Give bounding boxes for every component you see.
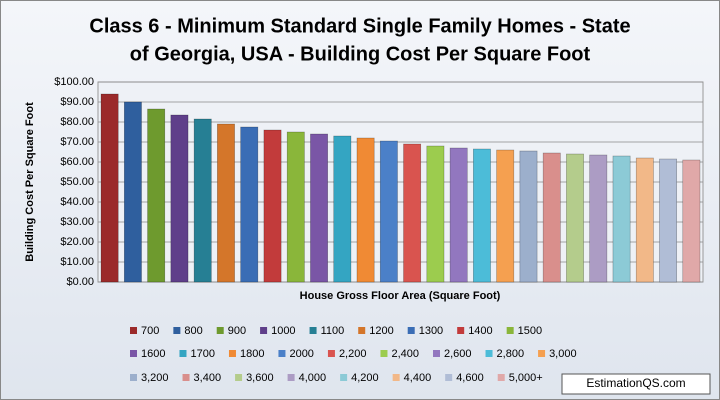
bar <box>240 126 259 283</box>
legend-label: 4,200 <box>351 372 379 384</box>
bar <box>100 93 119 283</box>
bar <box>193 118 212 283</box>
legend-label: 1300 <box>419 325 443 337</box>
legend-label: 1400 <box>468 325 492 337</box>
bar <box>519 150 538 283</box>
bar <box>496 149 515 283</box>
legend-label: 2,600 <box>444 348 472 360</box>
bar <box>473 148 491 283</box>
legend-label: 2,800 <box>497 348 525 360</box>
bar <box>449 147 468 283</box>
legend-label: 1000 <box>271 325 295 337</box>
legend-swatch <box>506 327 514 334</box>
legend-label: 700 <box>141 325 159 337</box>
legend-swatch <box>182 374 190 381</box>
y-tick-label: $70.00 <box>60 136 94 148</box>
bar <box>356 137 375 283</box>
bar <box>566 153 584 283</box>
legend-label: 4,000 <box>299 372 327 384</box>
legend-label: 3,200 <box>141 372 169 384</box>
bar <box>217 123 235 283</box>
legend-label: 1800 <box>240 348 264 360</box>
legend-label: 1600 <box>141 348 165 360</box>
legend-swatch <box>380 350 388 357</box>
chart-title: Class 6 - Minimum Standard Single Family… <box>89 15 630 37</box>
chart-title: of Georgia, USA - Building Cost Per Squa… <box>130 43 591 65</box>
bar <box>286 131 305 283</box>
bar <box>612 155 631 283</box>
legend-swatch <box>130 350 137 357</box>
legend-swatch <box>216 327 224 334</box>
watermark: EstimationQS.com <box>586 376 685 390</box>
bar <box>659 158 678 283</box>
legend-swatch <box>130 374 137 381</box>
y-tick-label: $40.00 <box>60 196 94 208</box>
legend-label: 2,400 <box>391 348 419 360</box>
legend-swatch <box>179 350 187 357</box>
legend-label: 3,400 <box>194 372 222 384</box>
bar <box>263 129 282 283</box>
bar <box>542 152 561 283</box>
bar <box>589 154 608 283</box>
legend-swatch <box>433 350 440 357</box>
legend-label: 1100 <box>321 325 345 337</box>
y-tick-label: $10.00 <box>60 256 94 268</box>
legend-label: 3,600 <box>246 372 274 384</box>
legend-label: 3,000 <box>549 348 577 360</box>
bar <box>123 101 142 283</box>
legend-swatch <box>173 327 181 334</box>
bar <box>310 133 328 283</box>
legend-swatch <box>445 374 453 381</box>
legend-label: 2,200 <box>339 348 367 360</box>
legend-swatch <box>235 374 243 381</box>
bar <box>147 108 166 283</box>
bar <box>426 145 445 283</box>
legend-swatch <box>538 350 546 357</box>
y-tick-label: $30.00 <box>60 216 94 228</box>
legend-swatch <box>407 327 415 334</box>
legend-label: 4,400 <box>404 372 432 384</box>
legend-swatch <box>260 327 268 334</box>
legend-swatch <box>278 350 286 357</box>
legend-swatch <box>497 374 505 381</box>
legend-swatch <box>309 327 317 334</box>
legend-swatch <box>340 374 348 381</box>
legend-label: 4,600 <box>456 372 484 384</box>
y-tick-label: $60.00 <box>60 156 94 168</box>
legend-label: 1200 <box>369 325 393 337</box>
legend-label: 800 <box>184 325 202 337</box>
legend-swatch <box>358 327 366 334</box>
legend-swatch <box>392 374 400 381</box>
y-tick-label: $90.00 <box>60 96 94 108</box>
y-axis-title: Building Cost Per Square Foot <box>24 102 36 262</box>
legend-label: 2000 <box>289 348 313 360</box>
bar <box>170 114 189 283</box>
bar <box>635 157 654 283</box>
y-tick-label: $50.00 <box>60 176 94 188</box>
legend-swatch <box>485 350 493 357</box>
legend-label: 5,000+ <box>509 372 543 384</box>
legend-swatch <box>457 327 465 334</box>
legend-swatch <box>130 327 137 334</box>
legend-swatch <box>228 350 236 357</box>
watermark-box <box>561 373 711 395</box>
legend-swatch <box>327 350 335 357</box>
bar <box>403 143 422 283</box>
y-tick-label: $100.00 <box>54 76 94 88</box>
y-tick-label: $80.00 <box>60 116 94 128</box>
legend-swatch <box>287 374 295 381</box>
y-tick-label: $0.00 <box>66 276 94 288</box>
legend-label: 1700 <box>190 348 214 360</box>
x-axis-title: House Gross Floor Area (Square Foot) <box>300 290 501 302</box>
bar <box>333 135 352 283</box>
bar <box>682 159 701 283</box>
y-tick-label: $20.00 <box>60 236 94 248</box>
legend-label: 1500 <box>518 325 542 337</box>
bar <box>379 140 398 283</box>
legend-label: 900 <box>228 325 246 337</box>
